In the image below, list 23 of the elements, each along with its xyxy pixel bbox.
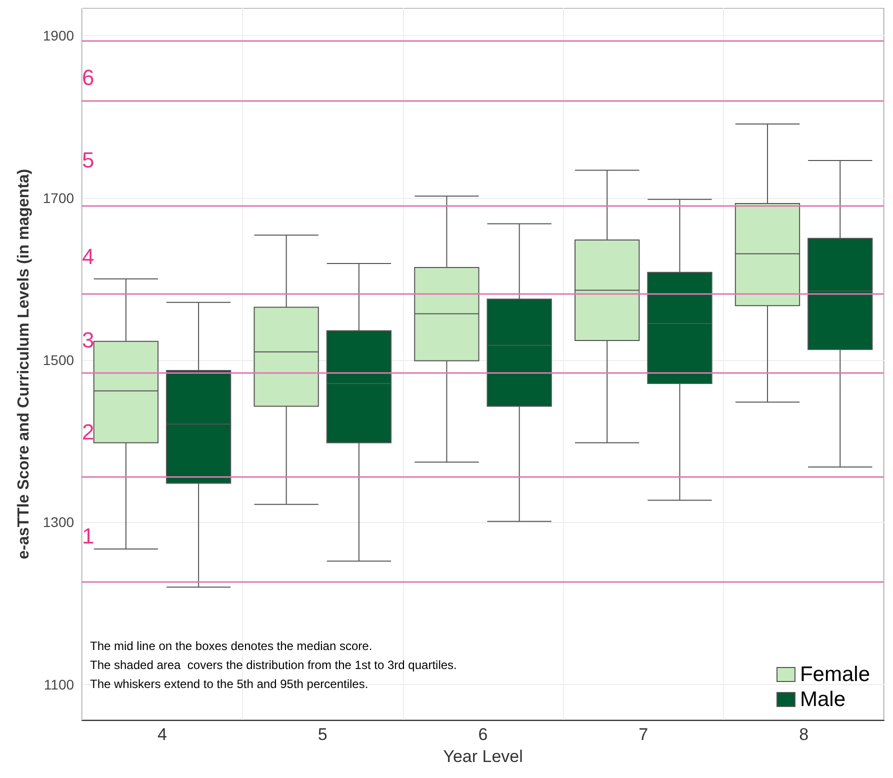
x-axis-title: Year Level <box>443 747 523 766</box>
x-tick-label: 7 <box>638 725 648 744</box>
x-tick-label: 4 <box>158 725 167 744</box>
annotation: 5 <box>82 148 94 173</box>
annotation: 3 <box>82 328 94 353</box>
legend-label: Male <box>800 688 846 711</box>
annotation: 4 <box>82 244 94 270</box>
y-tick-label: 1700 <box>42 190 74 206</box>
annotation: 1 <box>82 524 94 549</box>
annotation: 6 <box>82 64 94 90</box>
annotation: The whiskers extend to the 5th and 95th percentiles. <box>90 677 368 691</box>
y-tick-label: 1500 <box>42 352 74 368</box>
legend-label: Female <box>800 663 870 686</box>
y-tick-label: 1900 <box>42 28 74 44</box>
y-axis-title: e-asTTle Score and Curriculum Levels (in magenta) <box>16 168 32 560</box>
y-tick-label: 1100 <box>44 676 74 692</box>
annotation: The shaded area covers the distribution from the 1st to 3rd quartiles. <box>90 658 457 672</box>
annotation: The mid line on the boxes denotes the median score. <box>90 639 372 653</box>
x-tick-label: 5 <box>318 725 328 744</box>
x-tick-label: 8 <box>799 725 809 744</box>
y-tick-label: 1300 <box>42 514 74 530</box>
annotation: 2 <box>82 419 94 444</box>
x-tick-label: 6 <box>478 725 488 744</box>
